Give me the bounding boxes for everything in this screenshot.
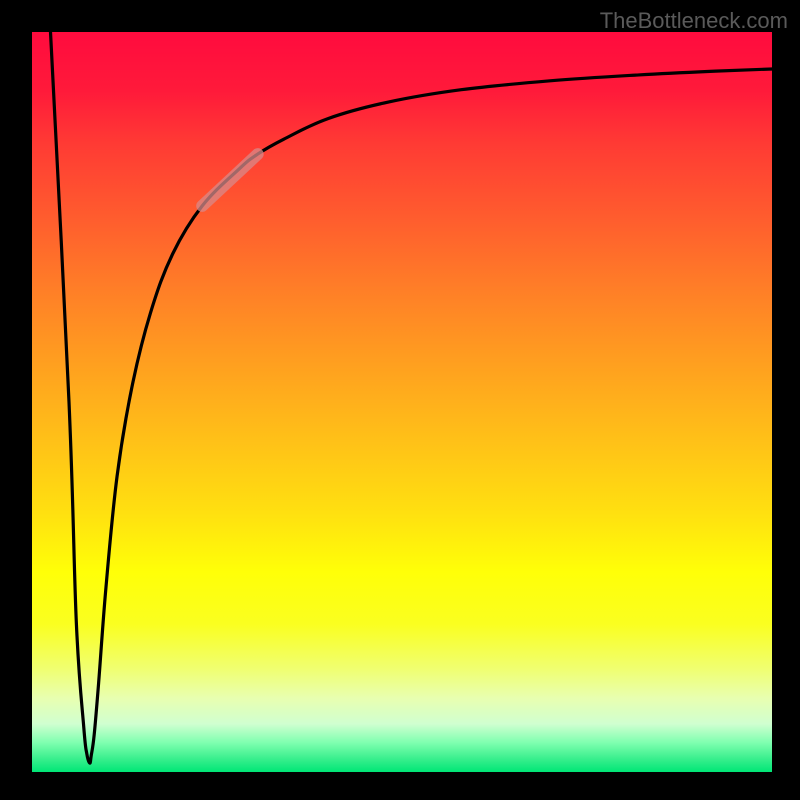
watermark-text: TheBottleneck.com — [600, 8, 788, 34]
bottleneck-chart — [0, 0, 800, 800]
chart-container — [0, 0, 800, 800]
